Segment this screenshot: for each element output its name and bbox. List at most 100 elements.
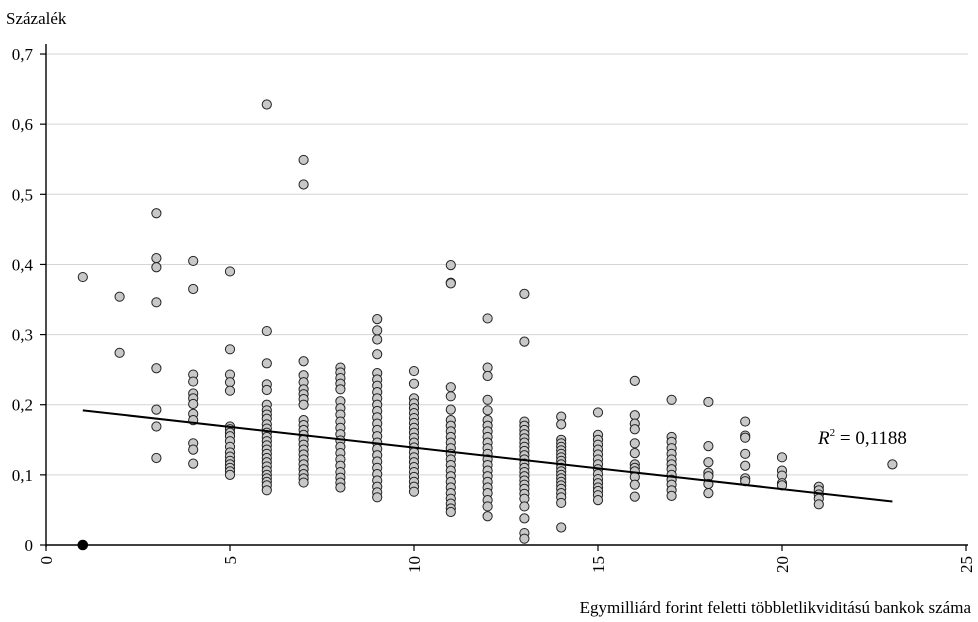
data-point bbox=[740, 416, 751, 427]
data-point bbox=[629, 438, 640, 449]
data-point bbox=[224, 266, 236, 277]
data-point bbox=[482, 405, 493, 416]
data-point bbox=[519, 501, 530, 512]
data-point bbox=[629, 448, 640, 459]
data-point bbox=[813, 499, 824, 510]
data-point bbox=[188, 444, 199, 455]
y-axis-label: Százalék bbox=[6, 9, 67, 28]
data-point bbox=[77, 271, 88, 283]
x-tick-label: 5 bbox=[221, 556, 240, 565]
data-point bbox=[151, 452, 162, 464]
data-point bbox=[151, 262, 162, 273]
x-tick-label: 15 bbox=[589, 556, 608, 573]
r-squared-value: = 0,1188 bbox=[835, 428, 907, 449]
y-tick-label: 0,6 bbox=[12, 115, 33, 134]
data-point bbox=[188, 283, 199, 295]
data-point bbox=[224, 385, 236, 396]
data-point bbox=[151, 297, 162, 308]
data-point bbox=[703, 487, 714, 499]
gridlines bbox=[46, 53, 968, 476]
data-point bbox=[666, 490, 677, 502]
x-tick-label: 10 bbox=[405, 556, 424, 573]
y-tick-label: 0,3 bbox=[12, 326, 33, 345]
data-point bbox=[887, 459, 898, 470]
trend-line bbox=[82, 409, 893, 503]
x-tick-label: 25 bbox=[957, 556, 976, 573]
x-axis-ticks: 0 5 10 15 20 25 bbox=[37, 545, 976, 573]
highlighted-point bbox=[77, 539, 89, 551]
data-point bbox=[519, 288, 530, 299]
data-point bbox=[556, 522, 567, 533]
data-point bbox=[445, 391, 456, 402]
x-axis-label: Egymilliárd forint feletti többletlikvid… bbox=[580, 598, 972, 617]
y-tick-label: 0,4 bbox=[12, 255, 34, 274]
r-squared-label: R2 = 0,1188 bbox=[817, 427, 907, 449]
data-point bbox=[445, 506, 456, 518]
data-point bbox=[408, 486, 420, 497]
data-point bbox=[372, 492, 383, 503]
data-point bbox=[261, 485, 272, 496]
data-point bbox=[261, 358, 272, 369]
data-point bbox=[372, 325, 383, 336]
data-point bbox=[482, 313, 493, 324]
data-point bbox=[372, 314, 383, 325]
data-point bbox=[151, 363, 162, 374]
data-point bbox=[445, 404, 456, 415]
data-point bbox=[556, 497, 567, 509]
y-tick-label: 0 bbox=[25, 536, 34, 555]
data-point bbox=[224, 377, 236, 388]
y-tick-label: 0,1 bbox=[12, 466, 33, 485]
data-point bbox=[666, 394, 677, 405]
data-point bbox=[629, 491, 640, 502]
data-point bbox=[592, 407, 604, 418]
data-point bbox=[408, 365, 420, 377]
data-point bbox=[482, 362, 493, 373]
data-point bbox=[114, 347, 125, 358]
data-point bbox=[298, 179, 309, 190]
data-point bbox=[629, 410, 640, 421]
data-point bbox=[408, 378, 420, 389]
data-point bbox=[188, 458, 199, 469]
y-axis-ticks: 0 0,1 0,2 0,3 0,4 0,5 0,6 0,7 bbox=[12, 45, 46, 555]
data-point bbox=[298, 399, 309, 410]
data-point bbox=[298, 477, 309, 488]
data-point bbox=[224, 344, 236, 355]
data-point bbox=[188, 376, 199, 387]
data-point bbox=[372, 334, 383, 345]
x-tick-label: 20 bbox=[773, 556, 792, 573]
data-points bbox=[77, 99, 898, 551]
data-point bbox=[298, 356, 309, 367]
y-tick-label: 0,5 bbox=[12, 185, 33, 204]
data-point bbox=[188, 398, 199, 410]
data-point bbox=[298, 154, 309, 166]
data-point bbox=[482, 370, 493, 382]
data-point bbox=[629, 479, 640, 490]
data-point bbox=[740, 432, 751, 443]
data-point bbox=[151, 253, 162, 264]
data-point bbox=[188, 255, 199, 267]
data-point bbox=[445, 260, 456, 271]
r-squared-exponent: 2 bbox=[830, 427, 836, 439]
data-point bbox=[224, 469, 236, 480]
data-point bbox=[740, 460, 751, 471]
data-point bbox=[372, 349, 383, 360]
r-squared-prefix: R bbox=[817, 428, 830, 449]
data-point bbox=[703, 396, 714, 408]
x-tick-label: 0 bbox=[37, 556, 56, 565]
data-point bbox=[629, 375, 640, 386]
data-point bbox=[335, 482, 346, 493]
data-point bbox=[151, 421, 162, 432]
data-point bbox=[703, 441, 714, 452]
data-point bbox=[335, 384, 346, 395]
data-point bbox=[151, 208, 162, 219]
data-point bbox=[445, 382, 456, 393]
data-point bbox=[261, 325, 272, 337]
data-point bbox=[482, 394, 493, 405]
data-point bbox=[151, 404, 162, 415]
data-point bbox=[519, 513, 530, 524]
data-point bbox=[482, 511, 493, 522]
data-point bbox=[629, 424, 640, 435]
data-point bbox=[519, 533, 530, 544]
data-point bbox=[776, 452, 788, 463]
